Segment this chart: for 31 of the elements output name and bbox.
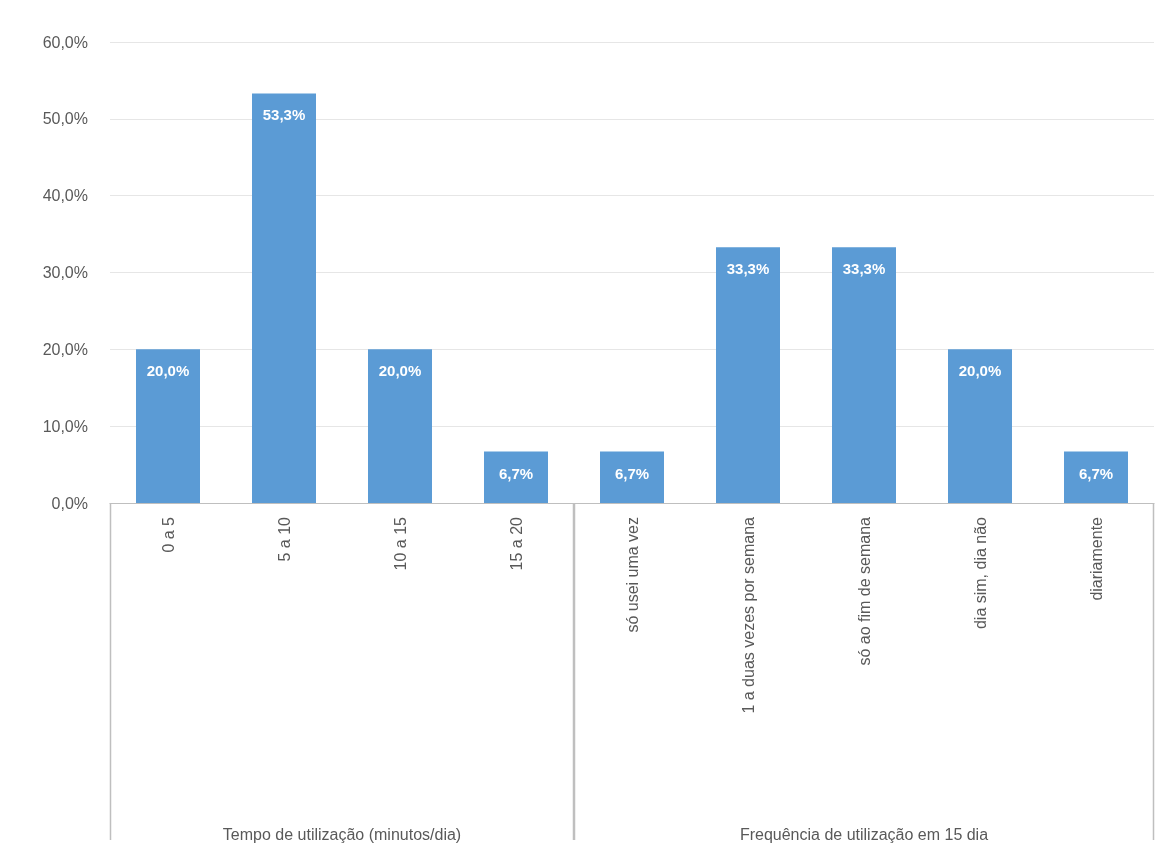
x-axis-title: Tempo de utilização (minutos/dia)	[222, 825, 462, 843]
y-tick-label: 50,0%	[42, 110, 88, 128]
x-tick-label: 0 a 5	[159, 516, 177, 553]
data-label: 53,3%	[262, 106, 306, 124]
bar	[484, 451, 548, 503]
data-label: 6,7%	[498, 464, 534, 482]
x-tick-label: 10 a 15	[391, 516, 409, 571]
x-tick-label: diariamente	[1087, 516, 1105, 601]
data-label: 6,7%	[1078, 464, 1114, 482]
y-tick-label: 40,0%	[42, 187, 88, 205]
bar	[368, 349, 432, 503]
data-label: 20,0%	[958, 362, 1002, 380]
y-tick-label: 10,0%	[42, 417, 88, 435]
x-tick-label: 5 a 10	[275, 516, 293, 562]
y-tick-label: 0,0%	[51, 494, 88, 512]
data-label: 33,3%	[842, 260, 886, 278]
x-axis-title: Frequência de utilização em 15 dia	[739, 825, 989, 843]
x-tick-label: 1 a duas vezes por semana	[739, 516, 757, 714]
x-tick-label: só ao fim de semana	[855, 516, 873, 666]
data-label: 20,0%	[378, 362, 422, 380]
x-tick-label: só usei uma vez	[623, 517, 641, 633]
y-tick-label: 20,0%	[42, 340, 88, 358]
y-tick-label: 60,0%	[42, 33, 88, 51]
y-tick-label: 30,0%	[42, 264, 88, 281]
data-label: 6,7%	[614, 464, 650, 482]
x-tick-label: dia sim, dia não	[971, 516, 989, 630]
data-label: 20,0%	[146, 362, 190, 380]
x-tick-label: 15 a 20	[507, 516, 525, 571]
data-label: 33,3%	[726, 260, 770, 278]
bar	[136, 349, 200, 503]
bar	[252, 93, 316, 503]
